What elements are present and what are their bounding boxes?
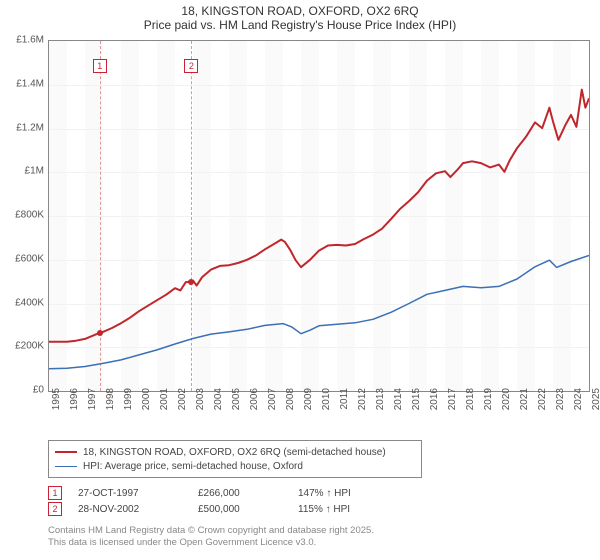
event-row: 2 28-NOV-2002£500,000115% ↑ HPI — [48, 501, 351, 517]
x-tick-label: 2007 — [267, 388, 278, 428]
series-line — [49, 255, 589, 368]
x-tick-label: 2016 — [429, 388, 440, 428]
y-tick-label: £400K — [0, 297, 44, 308]
x-tick-label: 2024 — [573, 388, 584, 428]
legend-swatch — [55, 451, 77, 453]
x-tick-label: 2022 — [537, 388, 548, 428]
reference-box: 1 — [93, 59, 107, 73]
y-tick-label: £1M — [0, 166, 44, 177]
events-table: 1 27-OCT-1997£266,000147% ↑ HPI 2 28-NOV-20… — [48, 485, 351, 517]
event-delta: 147% ↑ HPI — [298, 488, 351, 499]
plot-wrap: 12 £0£200K£400K£600K£800K£1M£1.2M£1.4M£1… — [48, 40, 588, 390]
event-price: £266,000 — [198, 488, 298, 499]
chart-title-subtitle: Price paid vs. HM Land Registry's House … — [0, 18, 600, 32]
x-tick-label: 2020 — [501, 388, 512, 428]
x-tick-label: 2006 — [249, 388, 260, 428]
x-tick-label: 1997 — [87, 388, 98, 428]
x-tick-label: 2019 — [483, 388, 494, 428]
legend-swatch — [55, 466, 77, 467]
x-tick-label: 2025 — [591, 388, 600, 428]
event-date: 27-OCT-1997 — [78, 488, 198, 499]
legend: 18, KINGSTON ROAD, OXFORD, OX2 6RQ (semi… — [48, 440, 422, 478]
x-tick-label: 2005 — [231, 388, 242, 428]
y-tick-label: £200K — [0, 341, 44, 352]
event-price: £500,000 — [198, 504, 298, 515]
chart-titles: 18, KINGSTON ROAD, OXFORD, OX2 6RQ Price… — [0, 0, 600, 32]
reference-box: 2 — [184, 59, 198, 73]
plot-area: 12 — [48, 40, 590, 392]
x-tick-label: 2013 — [375, 388, 386, 428]
x-tick-label: 2021 — [519, 388, 530, 428]
x-tick-label: 2015 — [411, 388, 422, 428]
x-tick-label: 2010 — [321, 388, 332, 428]
footer-line1: Contains HM Land Registry data © Crown c… — [48, 525, 374, 537]
x-tick-label: 2018 — [465, 388, 476, 428]
x-tick-label: 2017 — [447, 388, 458, 428]
x-tick-label: 1996 — [69, 388, 80, 428]
y-tick-label: £1.2M — [0, 122, 44, 133]
x-tick-label: 2004 — [213, 388, 224, 428]
event-date: 28-NOV-2002 — [78, 504, 198, 515]
line-svg — [49, 41, 589, 391]
y-tick-label: £800K — [0, 210, 44, 221]
x-tick-label: 1998 — [105, 388, 116, 428]
x-tick-label: 2000 — [141, 388, 152, 428]
chart-title-address: 18, KINGSTON ROAD, OXFORD, OX2 6RQ — [0, 4, 600, 18]
x-tick-label: 2023 — [555, 388, 566, 428]
event-delta: 115% ↑ HPI — [298, 504, 350, 515]
event-number-box: 2 — [48, 502, 62, 516]
footer-line2: This data is licensed under the Open Gov… — [48, 537, 374, 549]
y-tick-label: £0 — [0, 385, 44, 396]
x-tick-label: 1995 — [51, 388, 62, 428]
y-tick-label: £1.4M — [0, 78, 44, 89]
event-row: 1 27-OCT-1997£266,000147% ↑ HPI — [48, 485, 351, 501]
legend-label: 18, KINGSTON ROAD, OXFORD, OX2 6RQ (semi… — [83, 447, 386, 458]
x-tick-label: 2002 — [177, 388, 188, 428]
legend-row: 18, KINGSTON ROAD, OXFORD, OX2 6RQ (semi… — [55, 445, 415, 459]
legend-label: HPI: Average price, semi-detached house,… — [83, 461, 303, 472]
series-line — [49, 90, 589, 342]
event-marker-dot — [188, 279, 194, 285]
event-number-box: 1 — [48, 486, 62, 500]
x-tick-label: 1999 — [123, 388, 134, 428]
x-tick-label: 2008 — [285, 388, 296, 428]
x-tick-label: 2011 — [339, 388, 350, 428]
y-tick-label: £1.6M — [0, 35, 44, 46]
footer-attribution: Contains HM Land Registry data © Crown c… — [48, 525, 374, 549]
x-tick-label: 2014 — [393, 388, 404, 428]
x-tick-label: 2009 — [303, 388, 314, 428]
x-tick-label: 2001 — [159, 388, 170, 428]
event-marker-dot — [97, 330, 103, 336]
x-tick-label: 2012 — [357, 388, 368, 428]
x-tick-label: 2003 — [195, 388, 206, 428]
chart-container: 18, KINGSTON ROAD, OXFORD, OX2 6RQ Price… — [0, 0, 600, 560]
legend-row: HPI: Average price, semi-detached house,… — [55, 459, 415, 473]
y-tick-label: £600K — [0, 253, 44, 264]
